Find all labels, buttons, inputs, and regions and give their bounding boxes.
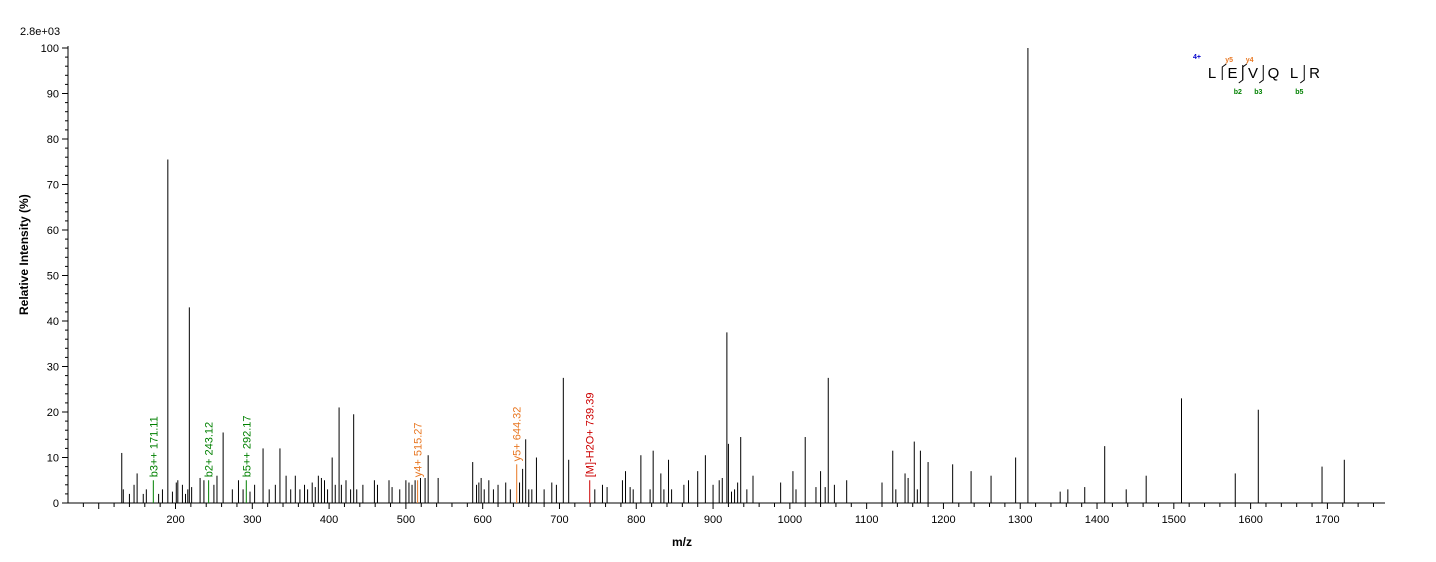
y-fragment-bracket bbox=[1221, 63, 1227, 80]
residue: R bbox=[1309, 65, 1320, 82]
peak-label: y4+ 515.27 bbox=[413, 423, 425, 478]
y-axis-title: Relative Intensity (%) bbox=[17, 194, 31, 315]
x-tick-label: 300 bbox=[243, 514, 261, 526]
residue: L bbox=[1290, 65, 1298, 82]
residue: L bbox=[1208, 65, 1216, 82]
x-tick-label: 200 bbox=[166, 514, 184, 526]
x-tick-label: 1500 bbox=[1162, 514, 1186, 526]
y-fragment-label: y4 bbox=[1246, 57, 1254, 64]
residue: E bbox=[1227, 65, 1237, 82]
peak-label: b5++ 292.17 bbox=[241, 415, 253, 477]
x-tick-label: 1100 bbox=[855, 514, 879, 526]
x-tick-label: 600 bbox=[474, 514, 492, 526]
peak-label: b3++ 171.11 bbox=[148, 416, 160, 477]
intensity-scale-label: 2.8e+03 bbox=[20, 26, 60, 38]
axes: 200 300 400 500 600 700 800 900 1000 1100 1200 1300… bbox=[41, 43, 1385, 526]
b-fragment-label: b2 bbox=[1234, 89, 1242, 96]
y-fragment-label: y5 bbox=[1225, 57, 1233, 64]
x-tick-label: 1600 bbox=[1238, 514, 1262, 526]
y-tick-label: 60 bbox=[47, 225, 59, 237]
b-fragment-bracket bbox=[1238, 65, 1244, 84]
x-tick-label: 700 bbox=[550, 514, 568, 526]
x-tick-label: 900 bbox=[704, 514, 722, 526]
peaks-layer bbox=[121, 48, 1345, 503]
peak-label: [M]-H2O+ 739.39 bbox=[585, 393, 597, 478]
y-tick-label: 100 bbox=[41, 43, 59, 55]
x-axis-title: m/z bbox=[672, 535, 692, 549]
x-tick-label: 800 bbox=[627, 514, 645, 526]
x-tick-label: 1000 bbox=[778, 514, 802, 526]
b-fragment-bracket bbox=[1299, 65, 1305, 84]
y-tick-label: 10 bbox=[47, 453, 59, 465]
peak-label: b2+ 243.12 bbox=[204, 422, 216, 477]
x-tick-label: 1400 bbox=[1085, 514, 1109, 526]
x-tick-label: 1300 bbox=[1008, 514, 1032, 526]
x-tick-label: 1200 bbox=[931, 514, 955, 526]
y-tick-label: 40 bbox=[47, 316, 59, 328]
y-tick-label: 70 bbox=[47, 180, 59, 192]
y-tick-label: 30 bbox=[47, 362, 59, 374]
b-fragment-bracket bbox=[1258, 65, 1264, 84]
y-tick-label: 90 bbox=[47, 89, 59, 101]
x-tick-label: 400 bbox=[320, 514, 338, 526]
x-tick-label: 1700 bbox=[1315, 514, 1339, 526]
x-tick-label: 500 bbox=[397, 514, 415, 526]
y-tick-label: 80 bbox=[47, 134, 59, 146]
residue: Q bbox=[1268, 65, 1280, 82]
y-tick-label: 0 bbox=[53, 498, 59, 510]
y-tick-label: 20 bbox=[47, 407, 59, 419]
peak-labels-layer: b3++ 171.11 b2+ 243.12 b5++ 292.17 y4+ 515.… bbox=[148, 393, 596, 478]
b-fragment-label: b5 bbox=[1295, 89, 1303, 96]
peak-label: y5+ 644.32 bbox=[512, 407, 524, 462]
charge-state-label: 4+ bbox=[1193, 54, 1201, 61]
y-tick-label: 50 bbox=[47, 271, 59, 283]
y-fragment-bracket bbox=[1242, 63, 1248, 80]
residue: V bbox=[1248, 65, 1258, 82]
b-fragment-label: b3 bbox=[1254, 89, 1262, 96]
